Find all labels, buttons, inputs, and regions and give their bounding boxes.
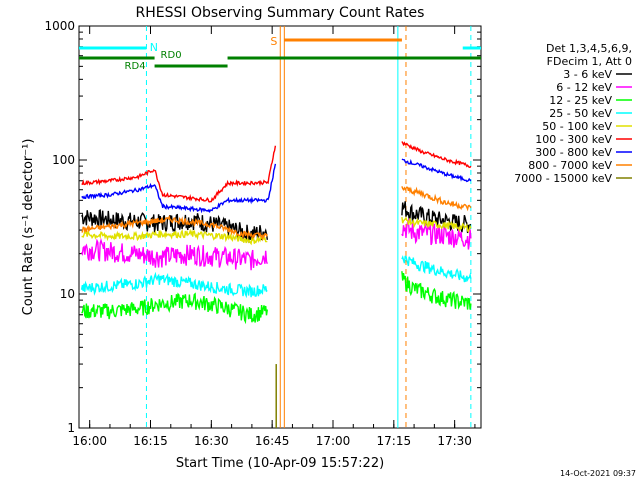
legend-label: 12 - 25 keV — [549, 94, 612, 107]
x-tick-label: 16:45 — [255, 434, 290, 448]
series-trace — [401, 217, 472, 250]
series-trace — [81, 163, 277, 214]
series-trace — [81, 145, 277, 203]
series-trace — [401, 271, 472, 310]
series-trace — [80, 271, 268, 299]
render-timestamp: 14-Oct-2021 09:37 — [560, 469, 636, 478]
series-trace — [401, 158, 472, 183]
x-tick-label: 17:00 — [316, 434, 351, 448]
y-tick-label: 1 — [67, 421, 75, 435]
legend-header-line-2: FDecim 1, Att 0 — [546, 55, 632, 68]
saa-label: S — [270, 35, 277, 48]
attenuator-state-label: N — [150, 41, 158, 54]
y-axis-label: Count Rate (s⁻¹ detector⁻¹) — [21, 139, 36, 316]
legend-label: 100 - 300 keV — [535, 133, 612, 146]
legend-label: 800 - 7000 keV — [528, 159, 612, 172]
series-trace — [80, 237, 268, 271]
legend-label: 50 - 100 keV — [542, 120, 612, 133]
series-trace — [401, 141, 472, 169]
x-tick-label: 17:30 — [437, 434, 472, 448]
legend-header-line-1: Det 1,3,4,5,6,9, — [545, 42, 632, 55]
x-axis-label: Start Time (10-Apr-09 15:57:22) — [176, 456, 384, 471]
x-tick-label: 17:15 — [377, 434, 412, 448]
chart-title: RHESSI Observing Summary Count Rates — [136, 5, 425, 21]
series-trace — [401, 201, 472, 234]
x-tick-label: 16:30 — [194, 434, 229, 448]
series-trace — [401, 216, 472, 233]
legend-label: 7000 - 15000 keV — [514, 172, 612, 185]
series-trace — [401, 255, 472, 283]
legend-label: 3 - 6 keV — [563, 68, 612, 81]
x-tick-label: 16:00 — [72, 434, 107, 448]
decimation-label: RD4 — [125, 61, 146, 72]
series-trace — [81, 292, 268, 325]
x-tick-label: 16:15 — [133, 434, 168, 448]
series-trace — [81, 228, 268, 246]
y-tick-label: 100 — [52, 153, 75, 167]
legend-label: 300 - 800 keV — [535, 146, 612, 159]
series-trace — [81, 214, 268, 242]
legend-label: 25 - 50 keV — [549, 107, 612, 120]
legend-header: Det 1,3,4,5,6,9, FDecim 1, Att 0 — [546, 42, 632, 68]
y-tick-label: 1000 — [44, 19, 75, 33]
y-tick-label: 10 — [60, 287, 75, 301]
series-trace — [401, 186, 472, 212]
legend-label: 6 - 12 keV — [556, 81, 612, 94]
decimation-label: RD0 — [161, 50, 182, 61]
